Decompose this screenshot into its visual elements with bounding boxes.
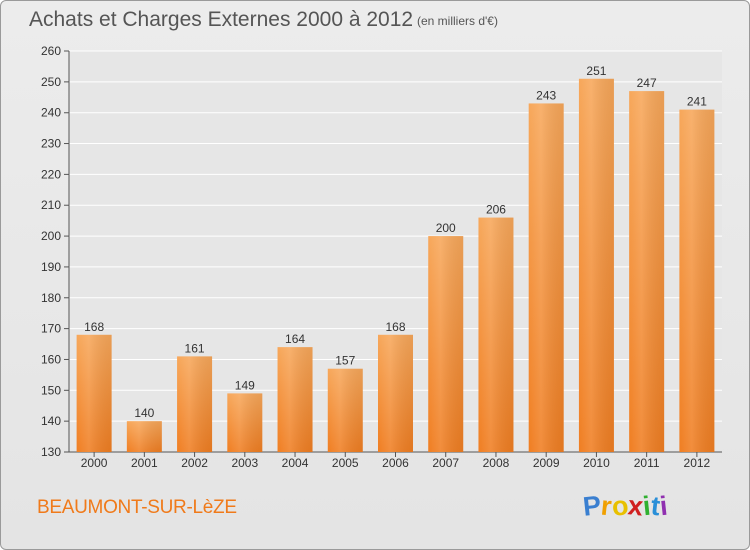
- y-tick-label: 180: [41, 291, 61, 305]
- y-tick-label: 140: [41, 414, 61, 428]
- bar-value-label: 157: [335, 354, 355, 368]
- y-tick-label: 220: [41, 167, 61, 181]
- bars: [76, 78, 715, 452]
- bar-value-label: 247: [637, 76, 657, 90]
- bar-shading: [629, 91, 665, 452]
- x-tick-label: 2005: [332, 456, 359, 470]
- x-tick-label: 2009: [533, 456, 560, 470]
- x-tick-label: 2004: [282, 456, 309, 470]
- bar-shading: [277, 347, 313, 452]
- commune-name: BEAUMONT-SUR-LèZE: [37, 497, 237, 518]
- brand-letter: i: [657, 490, 669, 522]
- bar-value-label: 168: [385, 320, 405, 334]
- bar-value-label: 206: [486, 203, 506, 217]
- y-tick-label: 230: [41, 137, 61, 151]
- y-tick-label: 240: [41, 106, 61, 120]
- y-tick-label: 150: [41, 383, 61, 397]
- x-tick-label: 2003: [231, 456, 258, 470]
- x-tick-label: 2010: [583, 456, 610, 470]
- x-tick-label: 2006: [382, 456, 409, 470]
- x-tick-label: 2007: [432, 456, 459, 470]
- bar-shading: [578, 78, 614, 452]
- x-tick-label: 2011: [634, 456, 660, 470]
- bar-value-label: 241: [687, 95, 707, 109]
- bar-shading: [227, 393, 263, 452]
- bar-shading: [76, 334, 112, 452]
- x-tick-label: 2001: [131, 456, 158, 470]
- bar-shading: [478, 217, 514, 452]
- y-tick-label: 190: [41, 260, 61, 274]
- bar-shading: [177, 356, 213, 452]
- bar-shading: [126, 421, 162, 452]
- x-tick-label: 2012: [684, 456, 711, 470]
- bar-value-label: 161: [185, 341, 205, 355]
- bar-value-label: 251: [586, 64, 606, 78]
- bar-value-label: 164: [285, 332, 305, 346]
- bar-value-label: 200: [436, 221, 456, 235]
- chart-title: Achats et Charges Externes 2000 à 2012: [29, 8, 414, 31]
- brand-logo: Proxiti: [581, 490, 669, 522]
- y-tick-label: 200: [41, 229, 61, 243]
- bar-value-label: 243: [536, 88, 556, 102]
- bar-value-label: 168: [84, 320, 104, 334]
- bar-shading: [327, 368, 363, 452]
- bar-shading: [428, 236, 464, 452]
- y-tick-label: 130: [41, 445, 61, 459]
- y-tick-label: 170: [41, 322, 61, 336]
- bar-shading: [679, 109, 715, 452]
- chart-subtitle: (en milliers d'€): [417, 14, 498, 28]
- x-tick-label: 2002: [181, 456, 208, 470]
- y-tick-label: 160: [41, 352, 61, 366]
- labels: 168 2000 140 2001 161 2002 149 2003 164 2004 157 20…: [81, 64, 711, 470]
- bar-value-label: 140: [134, 406, 154, 420]
- bar-value-label: 149: [235, 378, 255, 392]
- x-tick-label: 2000: [81, 456, 108, 470]
- bar-shading: [528, 103, 564, 452]
- bar-shading: [378, 334, 413, 452]
- y-tick-label: 210: [41, 198, 61, 212]
- y-tick-label: 260: [41, 44, 61, 58]
- y-tick-label: 250: [41, 75, 61, 89]
- x-tick-label: 2008: [483, 456, 510, 470]
